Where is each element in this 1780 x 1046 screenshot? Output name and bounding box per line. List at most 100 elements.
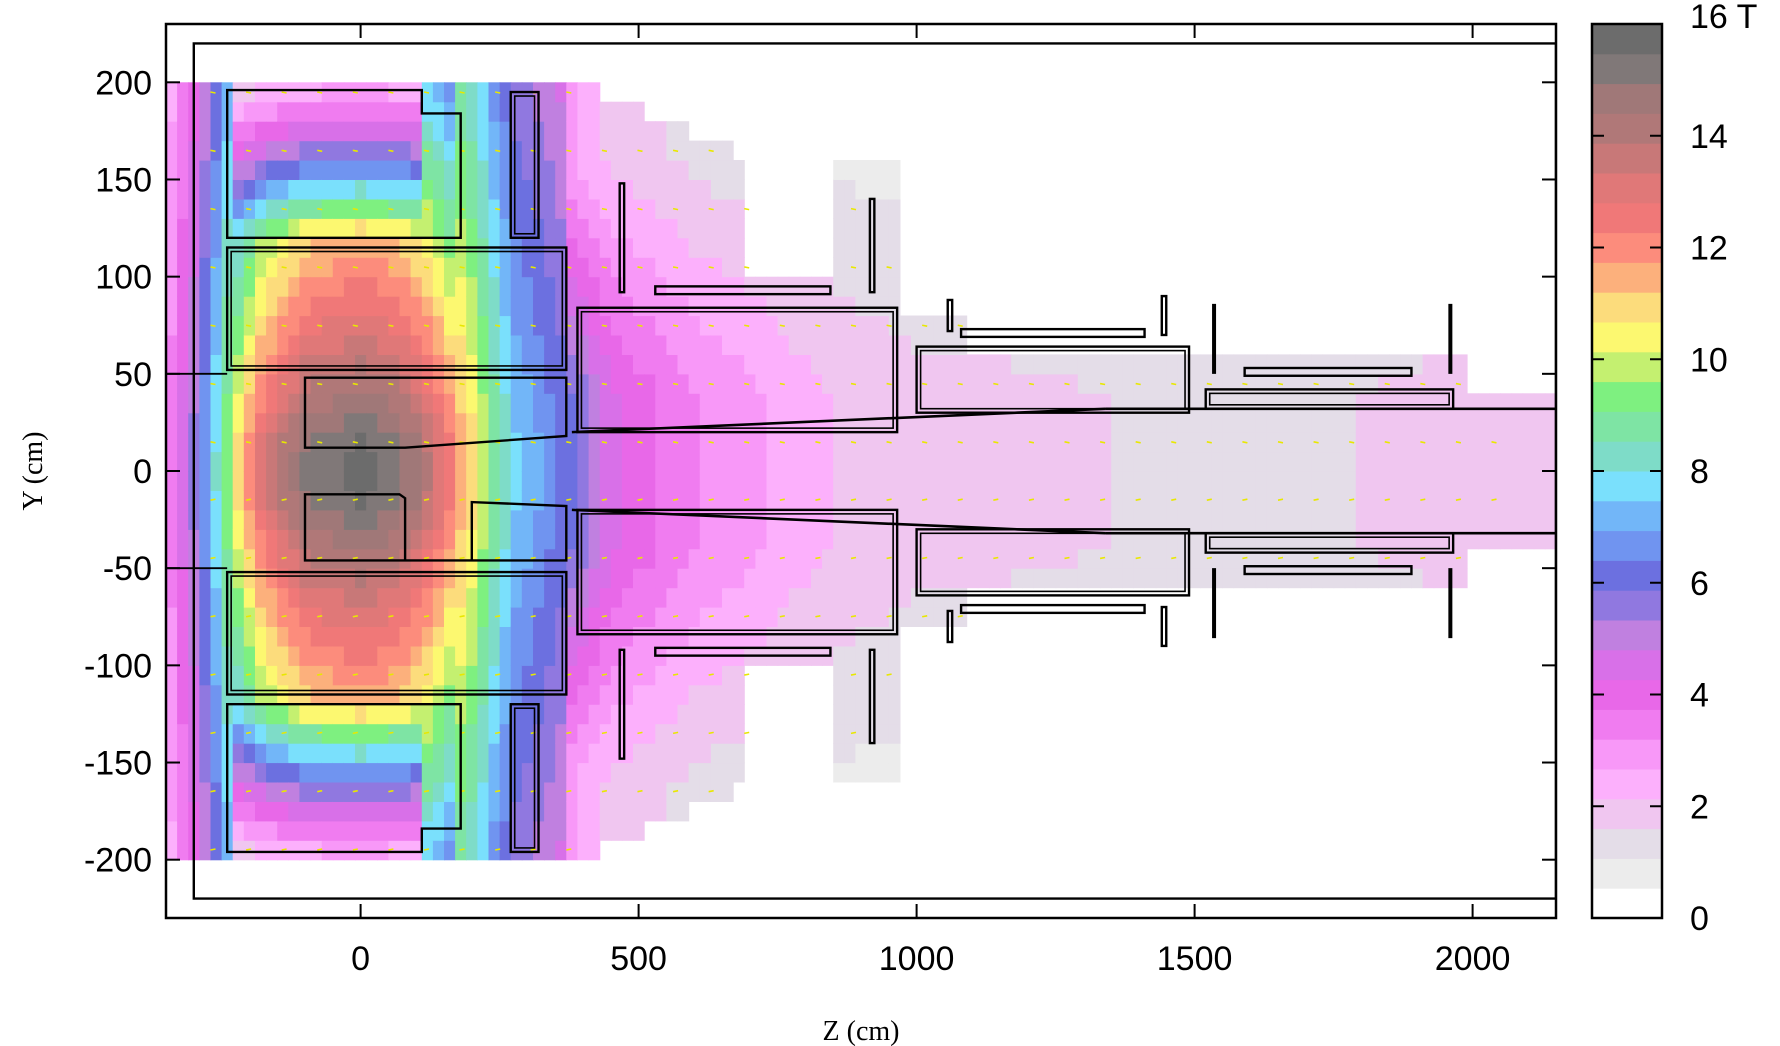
heatmap-cell [410, 762, 423, 783]
heatmap-cell [1455, 548, 1468, 569]
field-arrow [1099, 382, 1106, 386]
field-arrow [1313, 441, 1319, 444]
heatmap-cell [444, 743, 456, 764]
heatmap-cell [633, 509, 645, 530]
colorbar-swatch [1592, 292, 1662, 323]
colorbar-tick-label: 14 [1690, 118, 1728, 156]
heatmap-cell [432, 354, 445, 375]
heatmap-cell [243, 490, 256, 511]
heatmap-cell [555, 820, 567, 841]
heatmap-cell [266, 393, 278, 414]
heatmap-cell [633, 276, 645, 297]
heatmap-cell [332, 820, 345, 841]
heatmap-cell [1066, 509, 1079, 530]
heatmap-cell [466, 490, 478, 511]
heatmap-cell [332, 548, 345, 569]
heatmap-cell [699, 451, 712, 472]
heatmap-cell [710, 354, 723, 375]
field-arrow [1171, 441, 1177, 444]
heatmap-cell [944, 529, 957, 550]
heatmap-cell [688, 490, 701, 511]
heatmap-cell [877, 354, 890, 375]
field-arrow [388, 731, 394, 735]
heatmap-cell [922, 529, 934, 550]
heatmap-cell [210, 820, 223, 841]
heatmap-cell [255, 412, 267, 433]
heatmap-cell [1367, 529, 1379, 550]
heatmap-cell [588, 257, 601, 278]
heatmap-cell [566, 471, 578, 491]
heatmap-cell [722, 704, 734, 725]
heatmap-cell [733, 335, 745, 355]
heatmap-cell [588, 509, 601, 530]
heatmap-cell [599, 665, 612, 686]
heatmap-cell [1066, 529, 1079, 550]
heatmap-cell [1433, 548, 1446, 569]
heatmap-cell [1200, 354, 1212, 375]
heatmap-cell [988, 529, 1001, 550]
heatmap-cell [477, 412, 490, 433]
heatmap-cell [355, 568, 367, 589]
heatmap-cell [633, 121, 645, 142]
heatmap-cell [488, 451, 501, 472]
heatmap-cell [555, 393, 567, 414]
heatmap-cell [621, 432, 634, 453]
heatmap-cell [1033, 393, 1046, 414]
heatmap-cell [432, 645, 445, 666]
heatmap-cell [1467, 529, 1479, 550]
heatmap-cell [288, 354, 300, 375]
heatmap-cell [533, 587, 545, 608]
heatmap-cell [1333, 354, 1346, 375]
heatmap-cell [566, 373, 578, 394]
heatmap-cell [466, 840, 478, 861]
heatmap-cell [277, 743, 289, 764]
heatmap-cell [477, 140, 490, 161]
heatmap-cell [544, 568, 556, 589]
heatmap-cell [610, 121, 623, 142]
heatmap-cell [377, 723, 389, 744]
heatmap-cell [288, 432, 300, 453]
heatmap-cell [177, 529, 189, 550]
heatmap-cell [499, 723, 512, 744]
heatmap-cell [321, 490, 334, 511]
heatmap-cell [288, 723, 300, 744]
heatmap-cell [432, 723, 445, 744]
heatmap-cell [944, 315, 957, 336]
heatmap-cell [421, 587, 434, 608]
heatmap-cell [288, 704, 300, 725]
heatmap-cell [833, 587, 845, 608]
heatmap-cell [366, 782, 378, 802]
heatmap-cell [444, 82, 456, 103]
heatmap-cell [366, 82, 378, 103]
heatmap-cell [210, 257, 223, 278]
heatmap-cell [888, 237, 901, 258]
heatmap-cell [1266, 548, 1279, 569]
heatmap-cell [444, 218, 456, 239]
heatmap-cell [1311, 490, 1324, 511]
heatmap-cell [866, 160, 879, 180]
heatmap-cell [744, 373, 756, 394]
heatmap-cell [255, 782, 267, 802]
heatmap-cell [288, 587, 300, 608]
heatmap-cell [799, 373, 812, 394]
heatmap-cell [844, 198, 856, 219]
heatmap-cell [310, 529, 323, 550]
heatmap-cell [399, 296, 412, 317]
heatmap-cell [277, 121, 289, 142]
collar-top-2 [1243, 366, 1413, 377]
heatmap-cell [666, 315, 679, 336]
heatmap-cell [1400, 548, 1412, 569]
heatmap-cell [388, 393, 401, 414]
heatmap-cell [844, 315, 856, 336]
heatmap-cell [277, 335, 289, 355]
heatmap-cell [1022, 451, 1034, 472]
heatmap-cell [444, 121, 456, 142]
heatmap-cell [655, 354, 667, 375]
field-arrow [281, 789, 287, 793]
field-arrow [388, 266, 394, 269]
heatmap-cell [499, 665, 512, 686]
heatmap-cell [1367, 393, 1379, 414]
heatmap-cell [577, 140, 590, 161]
heatmap-cell [911, 471, 923, 491]
heatmap-cell [1433, 529, 1446, 550]
